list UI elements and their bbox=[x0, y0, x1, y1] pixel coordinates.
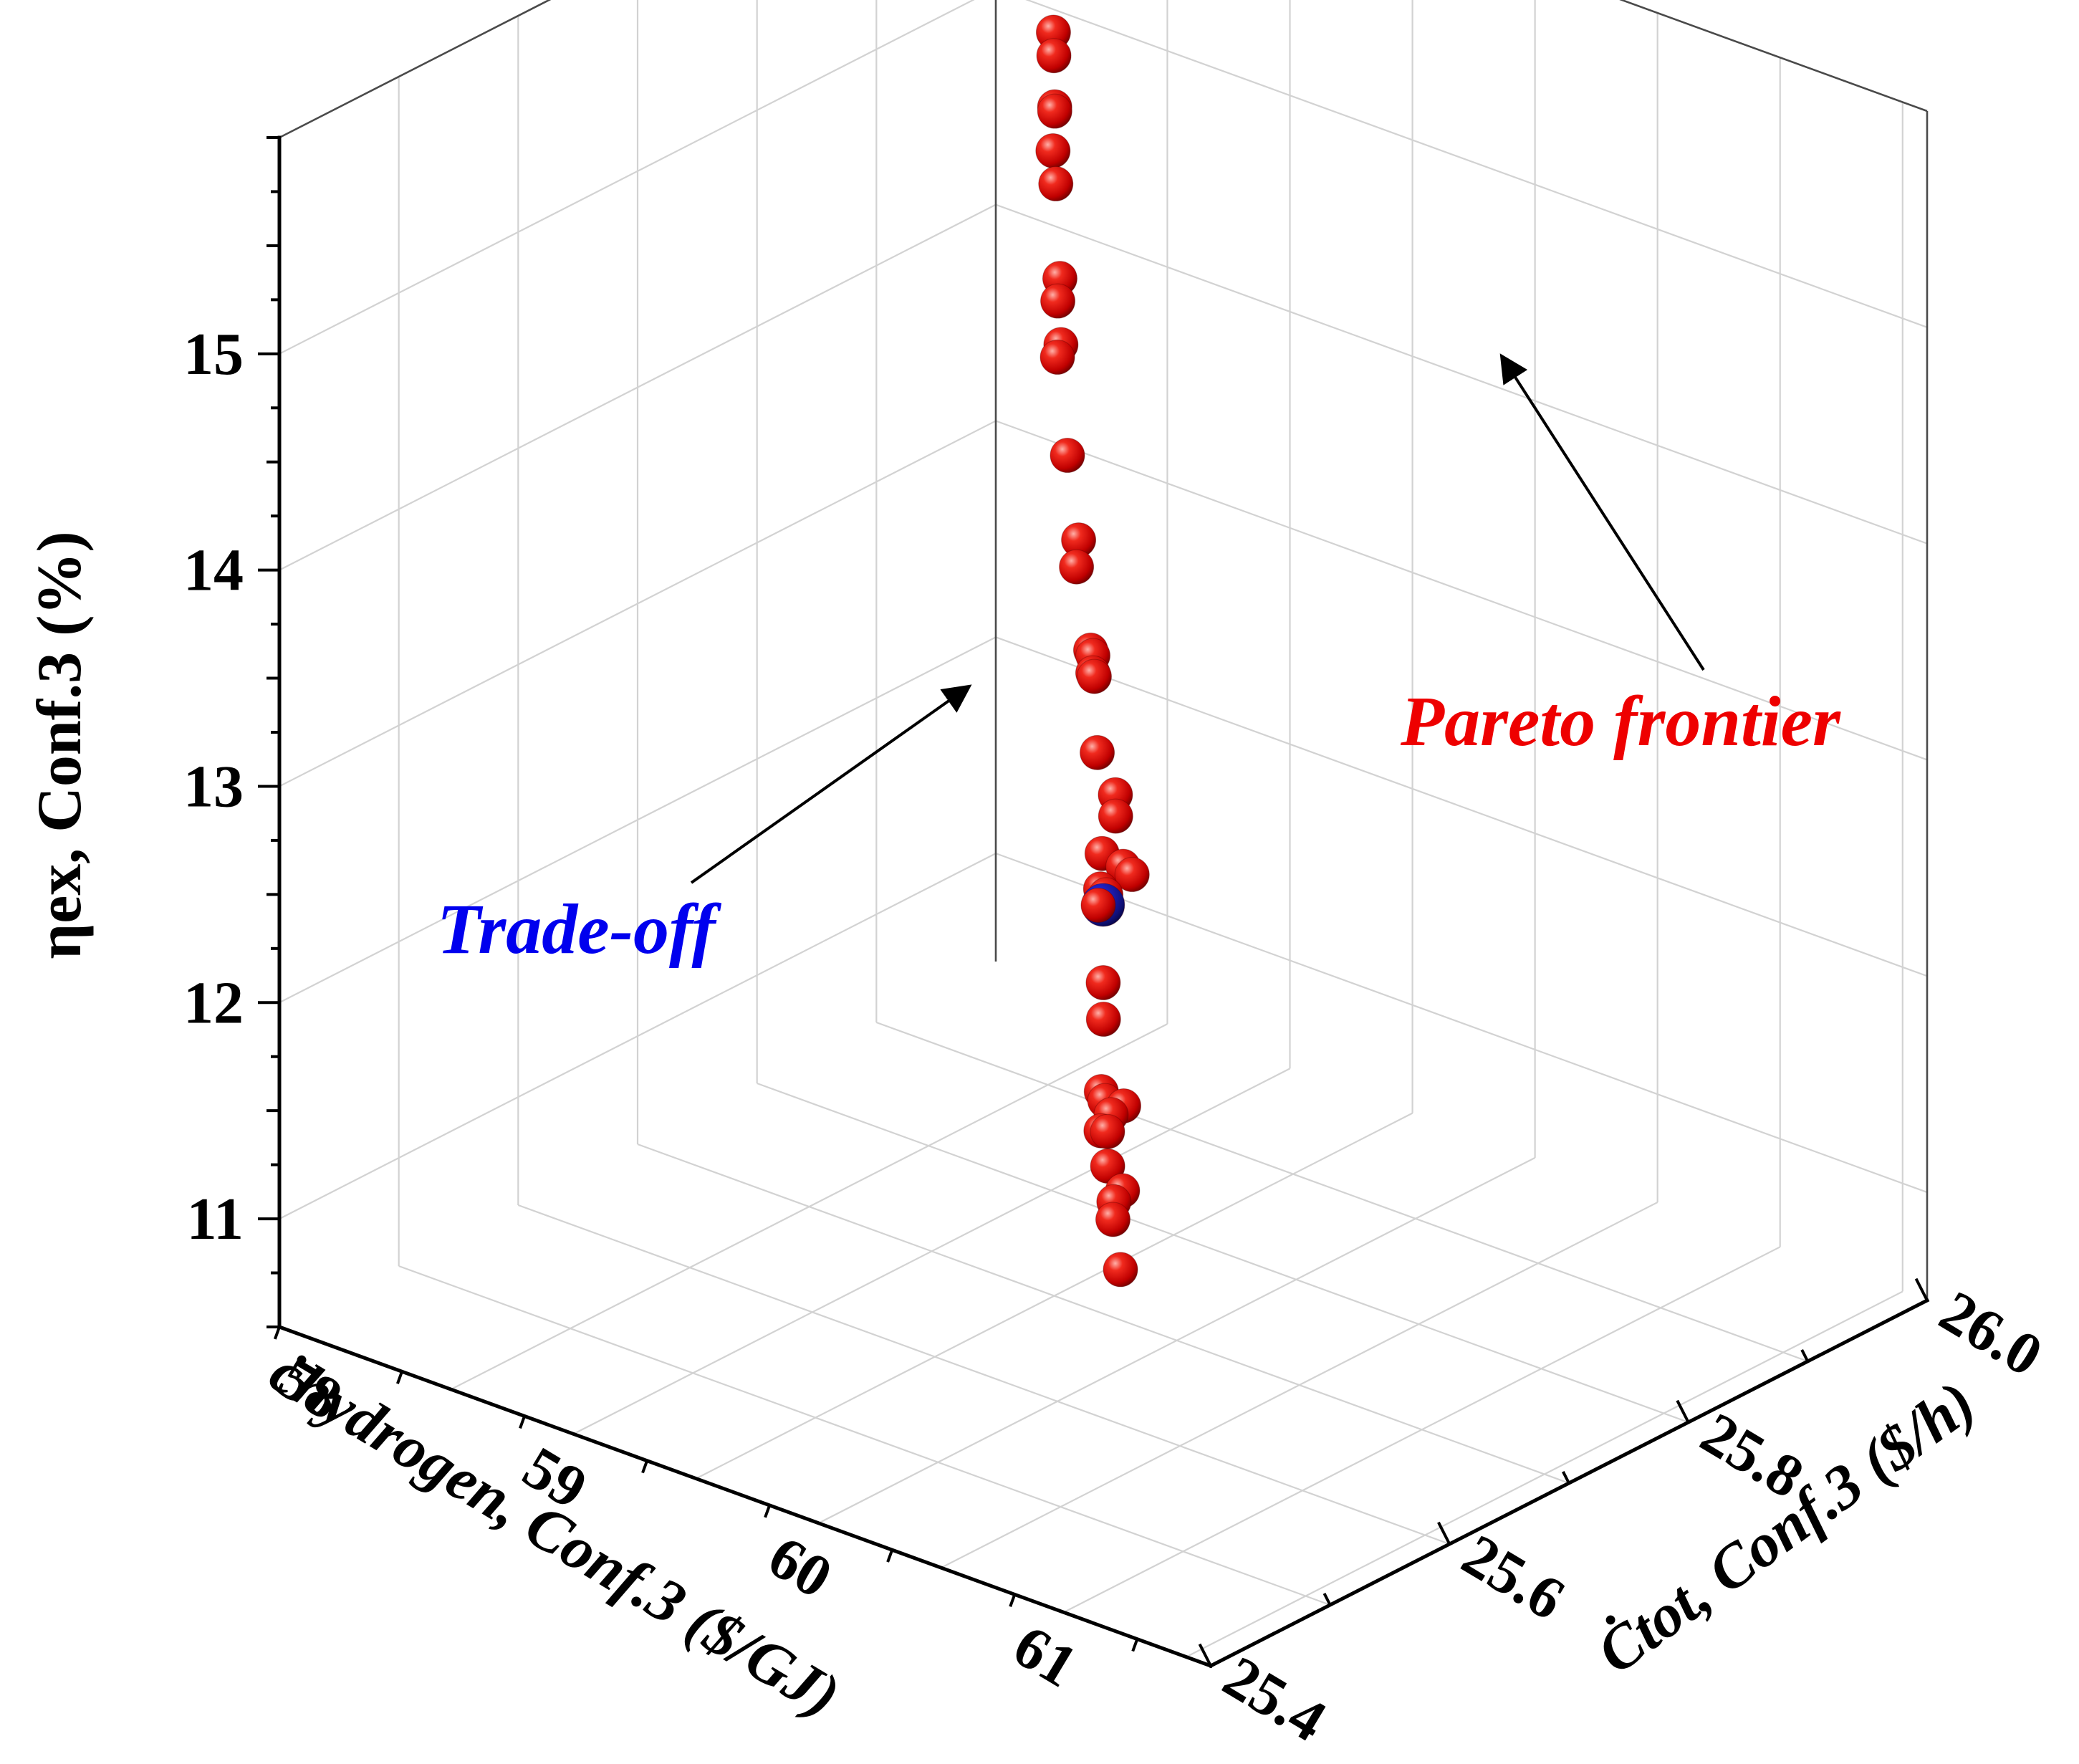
pareto-point bbox=[1080, 734, 1115, 770]
pareto-point bbox=[1076, 658, 1112, 694]
x-minor-tick bbox=[886, 1549, 894, 1563]
pareto-point bbox=[1114, 857, 1150, 893]
points-layer bbox=[1035, 14, 1150, 1288]
right-wall-gridline-z bbox=[1025, 0, 1928, 328]
floor-gridline-y bbox=[757, 1082, 1689, 1424]
pareto-point bbox=[1085, 1002, 1121, 1037]
y-major-tick bbox=[1676, 1399, 1690, 1423]
right-wall-gridline-z bbox=[995, 203, 1928, 545]
x-minor-tick bbox=[519, 1415, 526, 1429]
left-wall-top-edge bbox=[279, 0, 552, 139]
pareto-point bbox=[1059, 549, 1095, 585]
x-tick-label: 61 bbox=[1002, 1612, 1088, 1700]
x-tick-label: 60 bbox=[757, 1523, 843, 1611]
x-axis-label: ċhydrogen, Conf.3 ($/GJ) bbox=[259, 1336, 852, 1730]
floor-gridline-y bbox=[875, 1021, 1808, 1363]
y-minor-tick bbox=[1800, 1349, 1810, 1362]
pareto-point bbox=[1037, 93, 1072, 129]
floor-gridline-y bbox=[398, 1265, 1331, 1606]
right-wall-top-edge bbox=[1619, 0, 1928, 112]
z-tick-label: 14 bbox=[183, 537, 244, 604]
y-minor-tick bbox=[1562, 1471, 1570, 1484]
pareto-point bbox=[1103, 1252, 1138, 1288]
right-wall-gridline-z bbox=[995, 853, 1928, 1194]
x-minor-tick bbox=[396, 1371, 403, 1384]
pareto-point bbox=[1080, 887, 1116, 923]
floor-gridline-y bbox=[637, 1143, 1570, 1485]
trade-off-annotation: Trade-off bbox=[437, 889, 721, 969]
x-minor-tick bbox=[273, 1326, 281, 1340]
pareto-point bbox=[1038, 166, 1074, 202]
x-minor-tick bbox=[1009, 1593, 1017, 1608]
left-wall-gridline-z bbox=[279, 0, 975, 355]
pareto-point bbox=[1050, 438, 1085, 474]
pareto-point bbox=[1085, 965, 1121, 1001]
pareto-point bbox=[1098, 798, 1133, 834]
y-tick-label: 25.4 bbox=[1212, 1644, 1337, 1755]
pareto-point bbox=[1036, 38, 1072, 74]
x-minor-tick bbox=[641, 1460, 649, 1474]
y-major-tick bbox=[1914, 1278, 1929, 1301]
pareto-arrow bbox=[1499, 353, 1705, 671]
x-axis-line bbox=[277, 1324, 1214, 1669]
y-minor-tick bbox=[1322, 1593, 1332, 1606]
pareto-point bbox=[1040, 283, 1076, 319]
left-wall-gridline-z bbox=[279, 203, 997, 571]
z-tick-label: 11 bbox=[187, 1186, 244, 1252]
left-wall-gridline-z bbox=[279, 853, 997, 1220]
y-tick-label: 25.6 bbox=[1451, 1522, 1576, 1633]
pareto-point bbox=[1040, 340, 1075, 375]
pareto-frontier-annotation: Pareto frontier bbox=[1400, 681, 1841, 761]
pareto-point bbox=[1095, 1202, 1131, 1237]
right-wall-gridline-z bbox=[995, 636, 1928, 977]
x-minor-tick bbox=[764, 1505, 772, 1518]
y-major-tick bbox=[1437, 1521, 1451, 1545]
floor-gridline-y bbox=[517, 1204, 1450, 1545]
left-wall-gridline-z bbox=[279, 420, 997, 787]
grid-layer bbox=[279, 0, 1929, 1658]
left-wall-gridline-z bbox=[279, 636, 997, 1004]
z-tick-label: 13 bbox=[183, 753, 244, 820]
pareto-point bbox=[1090, 1113, 1125, 1149]
z-tick-label: 12 bbox=[183, 969, 244, 1036]
z-axis-label: ηex, Conf.3 (%) bbox=[25, 531, 95, 959]
y-major-tick bbox=[1198, 1643, 1212, 1667]
y-axis-label: Ċtot, Conf.3 ($/h) bbox=[1585, 1368, 1988, 1687]
trade-off-arrow bbox=[690, 684, 972, 884]
pareto-point bbox=[1035, 133, 1071, 168]
x-minor-tick bbox=[1131, 1638, 1139, 1652]
right-wall-gridline-z bbox=[995, 420, 1928, 761]
z-tick-label: 15 bbox=[183, 321, 244, 388]
